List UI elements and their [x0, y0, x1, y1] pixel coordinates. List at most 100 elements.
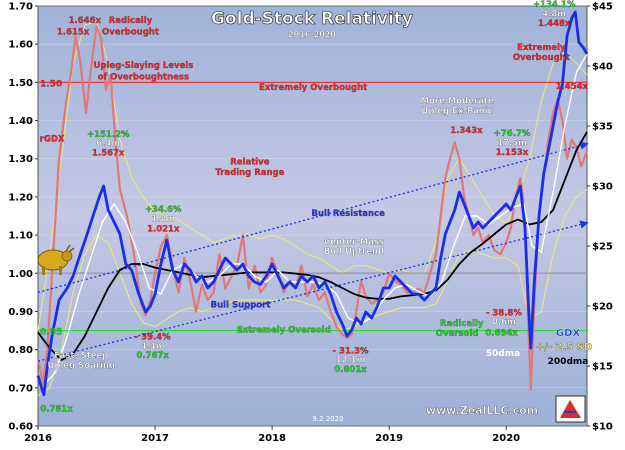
chart-subtitle: 2016-2020	[288, 30, 336, 39]
band-lower-line	[37, 188, 588, 396]
rgdx-line	[36, 25, 589, 392]
annotation-label: 1.8m	[151, 215, 175, 225]
rgdx-series	[36, 25, 589, 392]
annotation-label: - 38.8%	[486, 308, 522, 318]
annotation-label: 0.6m	[492, 317, 516, 327]
band-lines	[37, 20, 588, 396]
chart-title-group: Gold-Stock Relativity 2016-2020	[211, 9, 414, 39]
annotation-label: rGDX	[40, 135, 65, 145]
annotation-label: of Overboughtness	[98, 72, 189, 82]
annotation-label: Overbought	[513, 53, 570, 63]
annotation-label: 4.8m	[542, 9, 566, 19]
watermark: www.ZealLLC.com	[426, 404, 538, 417]
right-tick-label: $40	[592, 62, 613, 73]
annotation-label: Radically	[440, 319, 484, 329]
annotation-label: Upleg-Slaying Levels	[93, 61, 193, 71]
annotation-label: 0.767x	[137, 351, 170, 361]
annotation-label: Overbought	[102, 28, 159, 38]
annotation-label: Trading Range	[215, 168, 284, 178]
band-upper-line	[37, 20, 588, 331]
left-tick-label: 1.00	[8, 269, 33, 280]
legend-200dma: 200dma	[548, 357, 589, 367]
annotation-label: 1.615x	[57, 28, 90, 38]
left-tick-label: 1.20	[8, 192, 33, 203]
annotation-label: 4.4m	[141, 342, 165, 352]
annotation-label: 12.1m	[336, 356, 366, 366]
annotation-label: +34.6%	[145, 205, 182, 215]
legend-band: +/- 2.5 SD	[536, 342, 592, 353]
annotation-label: Bull Resistance	[312, 209, 386, 219]
annotation-label: +76.7%	[494, 129, 531, 139]
annotation-label: Relative	[230, 157, 269, 167]
annotation-label: Bull Uptrend	[324, 247, 384, 257]
right-tick-label: $30	[592, 182, 613, 193]
annotation-label: 1.646x	[69, 16, 102, 26]
annotation-label: - 31.3%	[333, 346, 369, 356]
gdx-series	[36, 10, 589, 397]
x-tick-label: 2019	[375, 433, 403, 444]
annotation-label: 1.567x	[92, 149, 125, 159]
annotation-label: Extremely Oversold	[237, 325, 331, 335]
annotation-label: Upleg Ex-Panic	[421, 107, 492, 117]
annotation-label: +134.1%	[533, 0, 576, 10]
annotation-label: More Moderate	[421, 96, 494, 106]
right-tick-label: $15	[592, 362, 613, 373]
left-tick-label: 1.30	[8, 154, 33, 165]
left-tick-label: 0.80	[8, 345, 33, 356]
right-tick-label: $45	[592, 2, 613, 13]
overbought-level-label: 1.50	[40, 79, 62, 89]
left-tick-label: 0.70	[8, 383, 33, 394]
chart-title: Gold-Stock Relativity	[211, 9, 413, 29]
annotation-label: 0.781x	[40, 404, 73, 414]
level-lines	[38, 81, 587, 332]
series-legend: GDX +/- 2.5 SD 50dma 200dma	[486, 328, 593, 367]
right-tick-label: $10	[592, 422, 613, 433]
annotation-label: Oversold	[436, 329, 479, 339]
annotation-label: 1.448x	[538, 19, 571, 29]
annotation-label: 1.021x	[147, 224, 180, 234]
left-tick-label: 1.60	[8, 40, 33, 51]
x-tick-label: 2017	[141, 433, 169, 444]
left-tick-label: 1.50	[8, 78, 33, 89]
annotation-label: +151.2%	[87, 130, 130, 140]
annotation-label: Center-Mass	[324, 238, 384, 248]
annotation-label: 1.454x	[556, 82, 589, 92]
annotation-label: 1.343x	[450, 126, 483, 136]
axes: 0.60 0.70 0.80 0.90 1.00 1.10 1.20 1.30 1.40 1.50…	[8, 2, 613, 445]
left-tick-label: 1.70	[8, 2, 33, 13]
oversold-level-label: 0.85	[40, 328, 62, 338]
left-tick-label: 0.90	[8, 307, 33, 318]
left-tick-label: 1.10	[8, 231, 33, 242]
legend-gdx: GDX	[556, 328, 581, 339]
dma50-line	[43, 53, 588, 386]
left-tick-label: 0.60	[8, 422, 33, 433]
date-stamp: 9.2.2020	[312, 415, 343, 423]
dma50-series	[43, 53, 588, 386]
annotation-label: 0.694x	[485, 329, 518, 339]
legend-50dma: 50dma	[486, 349, 520, 359]
annotations: 1.646x 1.615x Radically Overbought Upleg-Sla…	[40, 0, 589, 415]
left-tick-label: 1.40	[8, 116, 33, 127]
annotation-label: 6.4m	[96, 139, 120, 149]
annotation-label: - 39.4%	[135, 333, 171, 343]
annotation-label: Fast, Steep	[54, 351, 108, 361]
x-tick-label: 2018	[258, 433, 286, 444]
annotation-label: Upleg Soaring	[47, 361, 115, 371]
annotation-label: 0.801x	[334, 365, 367, 375]
annotation-label: Extremely Overbought	[259, 83, 367, 93]
x-tick-label: 2016	[24, 433, 52, 444]
bull-logo	[37, 244, 75, 275]
annotation-label: Radically	[109, 16, 153, 26]
annotation-label: 1.153x	[496, 148, 529, 158]
annotation-label: Extremely	[517, 43, 566, 53]
right-tick-label: $25	[592, 242, 613, 253]
right-tick-label: $35	[592, 122, 613, 133]
x-tick-label: 2020	[492, 433, 520, 444]
gdx-line	[36, 10, 589, 397]
annotation-label: 17.5m	[497, 138, 527, 148]
annotation-label: Bull Support	[211, 301, 271, 311]
right-tick-label: $20	[592, 302, 613, 313]
zeal-logo	[555, 395, 586, 423]
